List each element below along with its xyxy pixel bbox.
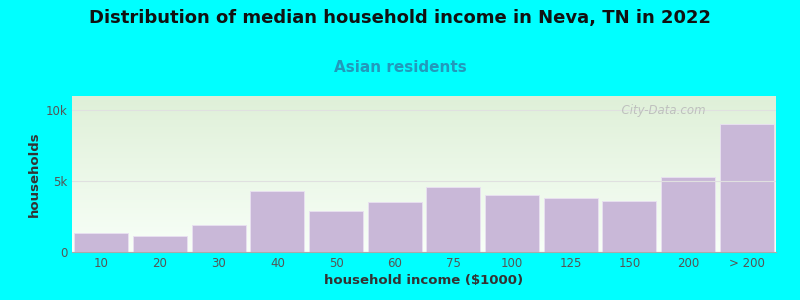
Bar bbox=[368, 202, 422, 252]
Y-axis label: households: households bbox=[28, 131, 42, 217]
Bar bbox=[192, 225, 246, 252]
Bar bbox=[485, 195, 539, 252]
Text: City-Data.com: City-Data.com bbox=[614, 104, 706, 117]
Text: Asian residents: Asian residents bbox=[334, 60, 466, 75]
Text: Distribution of median household income in Neva, TN in 2022: Distribution of median household income … bbox=[89, 9, 711, 27]
Bar bbox=[426, 187, 480, 252]
Bar bbox=[74, 233, 128, 252]
Bar bbox=[133, 236, 187, 252]
X-axis label: household income ($1000): household income ($1000) bbox=[325, 274, 523, 287]
Bar bbox=[661, 177, 715, 252]
Bar bbox=[602, 201, 656, 252]
Bar bbox=[309, 211, 363, 252]
Bar bbox=[720, 124, 774, 252]
Bar bbox=[250, 191, 304, 252]
Bar bbox=[544, 198, 598, 252]
